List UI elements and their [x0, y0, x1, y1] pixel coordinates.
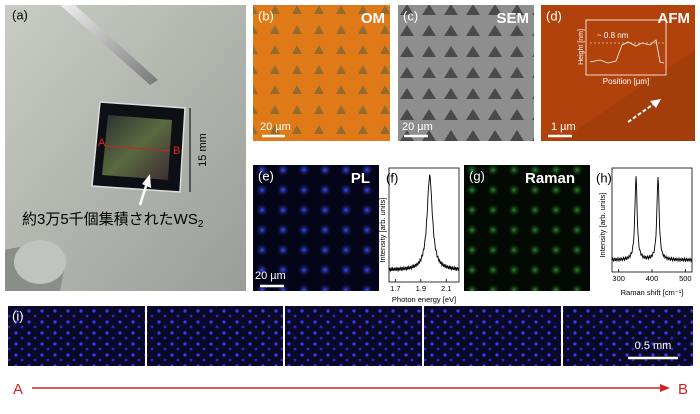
panel-label: (d)	[546, 8, 562, 23]
panel-d: ~ 0.8 nm Height [nm] Position [µm] (d) A…	[541, 5, 695, 141]
inset-annotation: ~ 0.8 nm	[597, 31, 629, 40]
panel-title: SEM	[496, 10, 529, 27]
panel-c: (c) SEM 20 µm	[398, 5, 534, 141]
scan-arrow-head	[650, 99, 661, 108]
panel-g: (g) Raman	[464, 165, 590, 291]
scale-label: 20 µm	[402, 121, 433, 133]
tile	[147, 306, 283, 366]
flake-region	[560, 50, 695, 141]
scale-label: 0.5 mm	[635, 340, 672, 352]
inset-x-label: Position [µm]	[603, 77, 649, 86]
y-axis-label: Intensity [arb. units]	[598, 192, 607, 257]
caption-text: 約3万5千個集積されたWS	[22, 211, 198, 228]
x-axis-label: Raman shift [cm⁻¹]	[621, 288, 684, 297]
panel-i: (i) 0.5 mm	[8, 306, 693, 366]
panel-title: OM	[361, 10, 385, 27]
scale-label: 1 µm	[551, 121, 576, 133]
panel-f: (f) Intensity [arb. units] Photon energy…	[378, 167, 460, 304]
x-tick-label: 1.9	[416, 284, 426, 293]
panel-a: A B 15 mm 約3万5千個集積されたWS2 (a)	[5, 5, 246, 291]
red-line	[104, 145, 171, 152]
panel-title: Raman	[525, 170, 575, 187]
panel-label: (c)	[403, 8, 418, 23]
spectrum	[388, 174, 460, 273]
arrow-head	[660, 384, 670, 392]
x-tick-label: 300	[612, 274, 625, 283]
caption-subscript: 2	[198, 219, 204, 230]
marker-b: B	[173, 145, 180, 157]
tile	[424, 306, 561, 366]
spectrum	[611, 176, 693, 263]
panel-label: (a)	[12, 7, 28, 22]
caption: 約3万5千個集積されたWS2	[22, 211, 204, 230]
scan-arrow	[627, 102, 656, 123]
panel-label: (e)	[258, 168, 274, 183]
panel-title: PL	[351, 170, 370, 187]
panel-label: (h)	[596, 170, 612, 185]
x-tick-label: 400	[646, 274, 659, 283]
panel-label: (f)	[386, 170, 398, 185]
panel-b: (b) OM 20 µm	[253, 5, 390, 141]
x-axis-label: Photon energy [eV]	[392, 295, 456, 304]
x-tick-label: 1.7	[390, 284, 400, 293]
pointer-head	[142, 174, 151, 188]
panel-e: (e) PL 20 µm	[253, 165, 379, 291]
tile	[563, 306, 693, 366]
image	[464, 165, 590, 291]
inset-y-label: Height [nm]	[578, 29, 585, 65]
direction-arrow: A B	[13, 381, 688, 398]
scale-label: 15 mm	[197, 133, 209, 167]
panel-label: (b)	[258, 8, 274, 23]
panel-label: (g)	[469, 168, 485, 183]
arrow-end: B	[678, 381, 688, 398]
plot-frame	[388, 167, 460, 283]
height-profile	[589, 39, 665, 64]
image	[253, 165, 379, 291]
flakes	[398, 5, 534, 141]
panel-label: (i)	[12, 308, 24, 323]
x-tick-label: 500	[679, 274, 692, 283]
panel-h: (h) Intensity [arb. units] Raman shift […	[596, 167, 693, 297]
panel-title: AFM	[658, 10, 691, 27]
tile	[8, 306, 145, 366]
scale-label: 20 µm	[260, 121, 291, 133]
inset-frame	[585, 19, 667, 76]
scale-label: 20 µm	[255, 270, 286, 282]
tile	[285, 306, 422, 366]
tweezers	[60, 5, 158, 85]
flakes	[253, 5, 390, 141]
arrow-start: A	[13, 381, 23, 398]
x-tick-label: 2.1	[441, 284, 451, 293]
metal-rod	[14, 240, 66, 284]
marker-a: A	[98, 137, 106, 149]
chip	[102, 115, 172, 180]
y-axis-label: Intensity [arb. units]	[378, 197, 387, 262]
